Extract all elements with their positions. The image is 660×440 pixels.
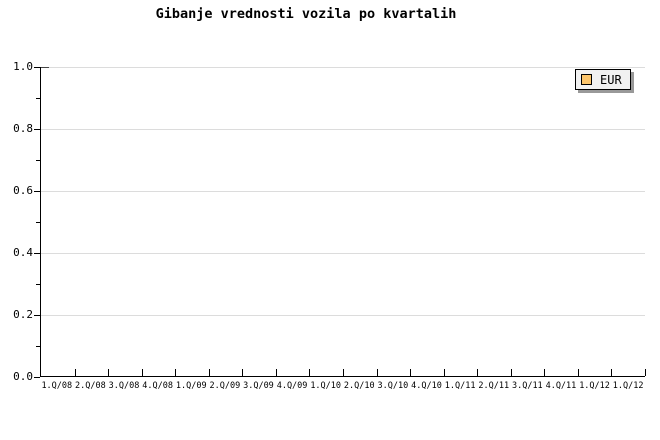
y-axis-tick (34, 67, 40, 68)
x-axis-tick (611, 369, 613, 376)
y-axis-tick (34, 191, 40, 192)
x-axis-tick (141, 369, 143, 376)
x-tick-label: 1.Q/12 (579, 381, 610, 391)
x-axis-tick (108, 369, 110, 376)
x-tick-label: 4.Q/11 (545, 381, 577, 391)
y-axis-tick (34, 377, 40, 378)
x-tick-label: 4.Q/08 (142, 381, 173, 391)
gridline (41, 315, 645, 316)
legend: EUR (575, 69, 631, 90)
x-axis-tick (510, 369, 512, 376)
y-axis-tick (36, 160, 40, 161)
x-tick-label: 2.Q/11 (478, 381, 510, 391)
x-axis-tick (645, 369, 646, 376)
y-axis-tick (34, 253, 40, 254)
gridline (41, 129, 645, 130)
gridline (41, 191, 645, 192)
x-axis-tick (74, 369, 76, 376)
x-tick-label: 1.Q/10 (310, 381, 342, 391)
y-tick-label: 0.8 (13, 122, 33, 135)
x-tick-label: 3.Q/10 (377, 381, 409, 391)
x-tick-label: 3.Q/11 (511, 381, 543, 391)
x-tick-label: 1.Q/08 (41, 381, 73, 391)
y-tick-label: 0.6 (13, 184, 33, 197)
chart-title: Gibanje vrednosti vozila po kvartalih (155, 6, 457, 22)
x-tick-label: 1.Q/09 (175, 381, 207, 391)
gridline (41, 67, 645, 68)
y-axis-tick (34, 129, 40, 130)
x-axis-tick (175, 369, 177, 376)
legend-swatch-icon (581, 74, 592, 85)
x-tick-label: 2.Q/08 (75, 381, 106, 391)
y-axis-top-tick (41, 67, 49, 68)
x-axis-labels: 1.Q/08 2.Q/08 3.Q/08 4.Q/08 1.Q/09 2.Q/09 3.Q/… (40, 381, 645, 393)
x-axis-tick (477, 369, 479, 376)
legend-label: EUR (600, 72, 622, 87)
x-axis-tick (577, 369, 579, 376)
x-axis-tick (208, 369, 210, 376)
x-axis-tick (544, 369, 546, 376)
x-tick-label: 1.Q/12 (612, 381, 644, 391)
x-tick-label: 2.Q/09 (209, 381, 241, 391)
x-axis-tick (343, 369, 344, 376)
x-axis-tick (309, 369, 311, 376)
y-axis-tick (36, 346, 40, 347)
x-tick-label: 3.Q/08 (108, 381, 140, 391)
x-axis-tick (242, 369, 244, 376)
x-tick-label: 4.Q/10 (411, 381, 442, 391)
y-tick-label: 1.0 (13, 60, 33, 73)
x-axis-tick (376, 369, 378, 376)
x-axis-tick (443, 369, 445, 376)
y-axis-tick (34, 315, 40, 316)
x-axis-tick (275, 369, 277, 376)
x-tick-label: 4.Q/09 (276, 381, 308, 391)
x-tick-label: 3.Q/09 (243, 381, 274, 391)
y-tick-label: 0.0 (13, 370, 33, 383)
y-tick-label: 0.4 (13, 246, 33, 259)
gridline (41, 253, 645, 254)
plot-area (40, 67, 646, 377)
y-axis-tick (36, 98, 40, 99)
y-axis-tick (36, 284, 40, 285)
x-tick-label: 2.Q/10 (343, 381, 375, 391)
x-axis-tick (410, 369, 412, 376)
x-tick-label: 1.Q/11 (444, 381, 476, 391)
y-axis-tick (36, 222, 40, 223)
y-tick-label: 0.2 (13, 308, 33, 321)
